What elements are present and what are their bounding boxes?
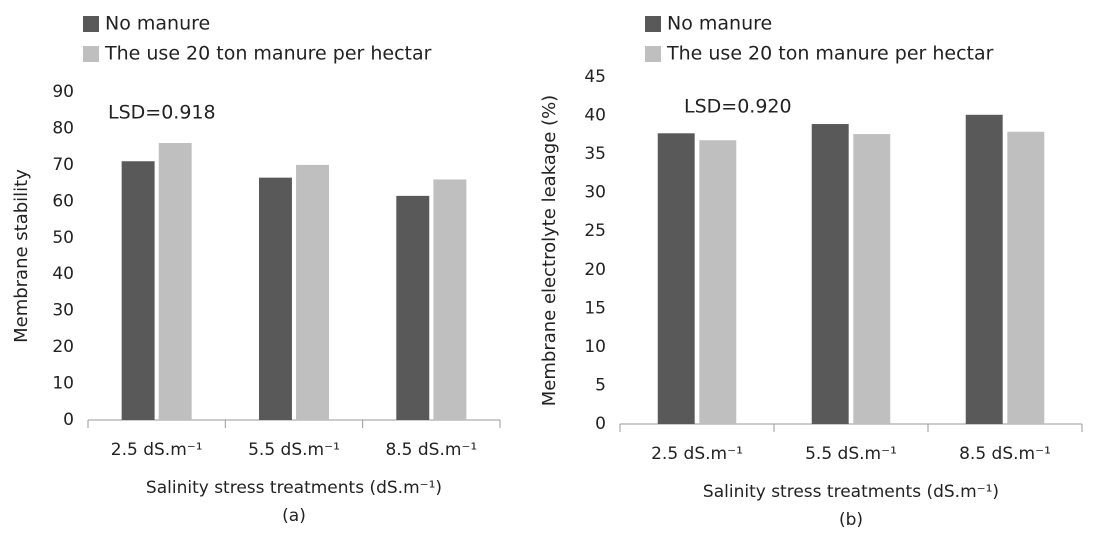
y-tick-label: 45 xyxy=(584,67,606,87)
caption: (b) xyxy=(839,510,863,530)
legend-swatch xyxy=(645,46,661,62)
y-tick-label: 50 xyxy=(52,228,74,248)
bar xyxy=(396,195,430,420)
y-tick-label: 0 xyxy=(595,414,606,434)
bar xyxy=(811,124,849,424)
y-tick-label: 20 xyxy=(584,260,606,280)
y-tick-label: 30 xyxy=(52,301,74,321)
annotation: LSD=0.918 xyxy=(108,102,216,124)
y-tick-label: 15 xyxy=(584,298,606,318)
bar xyxy=(699,140,737,424)
bar xyxy=(965,114,1003,424)
x-axis-label: Salinity stress treatments (dS.m⁻¹) xyxy=(146,478,442,498)
y-tick-label: 90 xyxy=(52,82,74,102)
y-tick-label: 60 xyxy=(52,191,74,211)
bar xyxy=(158,143,192,420)
x-tick-label: 8.5 dS.m⁻¹ xyxy=(959,444,1051,464)
y-axis-label: Membrane stability xyxy=(11,169,32,343)
y-tick-label: 5 xyxy=(595,375,606,395)
y-tick-label: 80 xyxy=(52,118,74,138)
y-tick-label: 10 xyxy=(52,374,74,394)
bar xyxy=(853,134,891,424)
y-tick-label: 40 xyxy=(52,264,74,284)
y-tick-label: 30 xyxy=(584,183,606,203)
bar xyxy=(657,133,695,424)
y-tick-label: 25 xyxy=(584,221,606,241)
y-tick-label: 20 xyxy=(52,337,74,357)
y-tick-label: 40 xyxy=(584,106,606,126)
legend-swatch xyxy=(83,16,99,32)
y-tick-label: 35 xyxy=(584,144,606,164)
bar xyxy=(433,179,467,420)
x-tick-label: 2.5 dS.m⁻¹ xyxy=(111,440,203,460)
x-tick-label: 8.5 dS.m⁻¹ xyxy=(385,440,477,460)
legend-swatch xyxy=(83,46,99,62)
legend-label: The use 20 ton manure per hectar xyxy=(104,43,432,65)
bar xyxy=(258,177,292,420)
y-tick-label: 0 xyxy=(63,410,74,430)
y-tick-label: 10 xyxy=(584,337,606,357)
legend-swatch xyxy=(645,16,661,32)
bar xyxy=(1007,131,1045,424)
x-axis-label: Salinity stress treatments (dS.m⁻¹) xyxy=(703,482,999,502)
y-tick-label: 70 xyxy=(52,155,74,175)
annotation: LSD=0.920 xyxy=(684,96,792,118)
bar xyxy=(121,161,155,420)
legend-label: No manure xyxy=(667,13,772,35)
y-axis-label: Membrane electrolyte leakage (%) xyxy=(539,95,560,406)
x-tick-label: 2.5 dS.m⁻¹ xyxy=(651,444,743,464)
bar xyxy=(296,164,330,420)
legend-label: No manure xyxy=(105,13,210,35)
x-tick-label: 5.5 dS.m⁻¹ xyxy=(805,444,897,464)
x-tick-label: 5.5 dS.m⁻¹ xyxy=(248,440,340,460)
caption: (a) xyxy=(282,506,306,526)
legend-label: The use 20 ton manure per hectar xyxy=(666,43,994,65)
